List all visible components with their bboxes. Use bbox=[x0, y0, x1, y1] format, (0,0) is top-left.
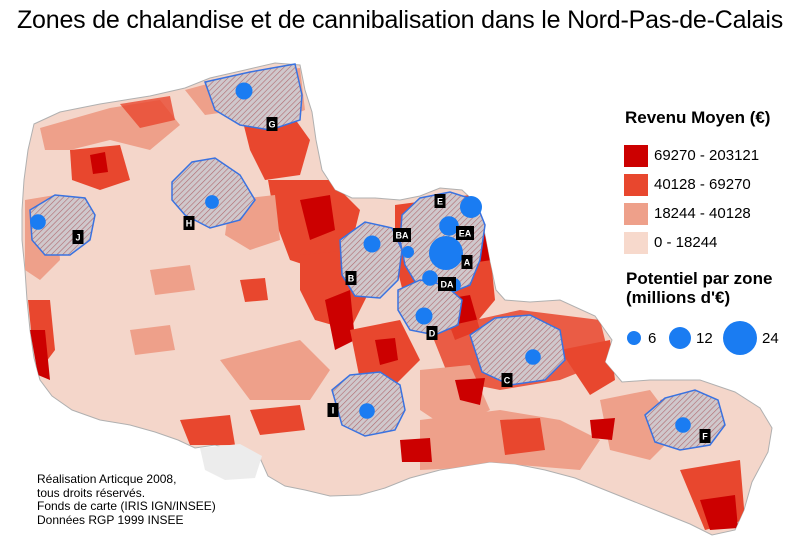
zone-tag-text: D bbox=[429, 329, 436, 339]
zone-tag-g: G bbox=[266, 117, 278, 131]
legend-value-medium: 12 bbox=[696, 330, 713, 347]
credits-line: tous droits réservés. bbox=[37, 485, 146, 500]
legend-swatch bbox=[624, 174, 648, 196]
zone-labels: G H J E BA EA A B DA D C I F bbox=[72, 117, 711, 443]
zone-tag-text: EA bbox=[459, 229, 472, 239]
potential-legend-title-line1: Potentiel par zone bbox=[626, 269, 773, 288]
potential-circle-g bbox=[235, 82, 253, 100]
potential-circle-ea bbox=[429, 236, 463, 270]
zone-tag-text: F bbox=[702, 432, 708, 442]
potential-legend-title-line2: (millions d'€) bbox=[626, 288, 731, 307]
potential-circle-ba bbox=[402, 246, 414, 258]
revenue-legend-title: Revenu Moyen (€) bbox=[625, 108, 771, 127]
potential-circle-d bbox=[415, 307, 433, 325]
zone-tag-f: F bbox=[699, 429, 711, 443]
legend-circle-large bbox=[723, 321, 757, 355]
zone-tag-text: A bbox=[464, 258, 471, 268]
zone-tag-ba: BA bbox=[393, 228, 411, 242]
potential-circle-h bbox=[205, 195, 219, 209]
zone-tag-text: C bbox=[504, 376, 511, 386]
credits-line: Réalisation Articque 2008, bbox=[37, 472, 177, 486]
zone-tag-c: C bbox=[501, 373, 513, 387]
potential-circle-i bbox=[359, 403, 375, 419]
potential-circle-c bbox=[525, 349, 541, 365]
legend-value-large: 24 bbox=[762, 330, 779, 347]
zone-tag-a: A bbox=[461, 255, 473, 269]
excluded-area bbox=[200, 444, 262, 480]
zone-tag-text: BA bbox=[396, 231, 409, 241]
legend-label: 18244 - 40128 bbox=[654, 205, 751, 222]
zone-tag-b: B bbox=[345, 271, 357, 285]
zone-tag-j: J bbox=[72, 230, 84, 244]
zone-c-area bbox=[469, 314, 566, 386]
zone-tag-text: B bbox=[348, 274, 355, 284]
zone-tag-ea: EA bbox=[456, 226, 474, 240]
zone-tag-text: DA bbox=[441, 280, 454, 290]
legend-swatch bbox=[624, 232, 648, 254]
potential-circle-f bbox=[675, 417, 691, 433]
legend-swatch bbox=[624, 145, 648, 167]
zone-tag-text: G bbox=[268, 120, 275, 130]
zone-tag-text: E bbox=[437, 197, 443, 207]
potential-circle-e bbox=[439, 216, 459, 236]
legend-circle-medium bbox=[669, 327, 691, 349]
legend-label: 40128 - 69270 bbox=[654, 176, 751, 193]
credits-line: Fonds de carte (IRIS IGN/INSEE) bbox=[37, 499, 216, 513]
potential-circle-j bbox=[30, 214, 46, 230]
potential-legend-symbols bbox=[627, 321, 757, 355]
potential-circle-a bbox=[422, 270, 438, 286]
potential-circle-extra bbox=[460, 196, 482, 218]
legend-value-small: 6 bbox=[648, 330, 657, 347]
credits-line: Données RGP 1999 INSEE bbox=[37, 512, 184, 527]
page-title: Zones de chalandise et de cannibalisatio… bbox=[16, 6, 784, 34]
zone-g-area bbox=[204, 63, 303, 131]
zone-tag-text: J bbox=[75, 233, 80, 243]
zone-tag-text: H bbox=[186, 219, 193, 229]
legend-label: 69270 - 203121 bbox=[654, 147, 760, 164]
legend-label: 0 - 18244 bbox=[654, 234, 718, 251]
zone-tag-h: H bbox=[183, 216, 195, 230]
legend-circle-small bbox=[627, 331, 641, 345]
map-credits: Réalisation Articque 2008, tous droits r… bbox=[37, 472, 216, 527]
zone-h-area bbox=[171, 157, 256, 229]
legend-swatch bbox=[624, 203, 648, 225]
zone-tag-i: I bbox=[327, 403, 339, 417]
zone-tag-da: DA bbox=[438, 277, 456, 291]
potential-circle-b bbox=[363, 235, 381, 253]
zone-tag-e: E bbox=[434, 194, 446, 208]
zone-tag-text: I bbox=[332, 406, 335, 416]
zone-tag-d: D bbox=[426, 326, 438, 340]
